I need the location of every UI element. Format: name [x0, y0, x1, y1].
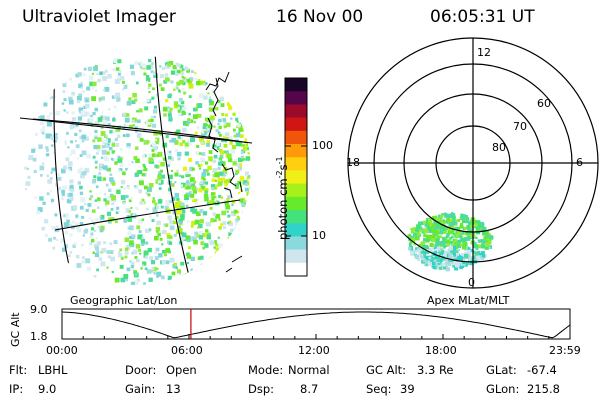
glon-label: GLon: — [486, 382, 520, 396]
dsp-label: Dsp: — [248, 382, 275, 396]
mlt-label-6: 6 — [576, 156, 583, 169]
glon-value: 215.8 — [527, 382, 560, 396]
timeline-tick-2359: 23:59 — [549, 344, 581, 357]
colorbar-unit-label: photon cm-2s-1 — [275, 156, 290, 240]
timeline-tick-0000: 00:00 — [46, 344, 78, 357]
door-value: Open — [166, 363, 197, 377]
timeline-ymax: 9.0 — [30, 303, 48, 316]
mode-label: Mode: — [248, 363, 284, 377]
apex-coord-title: Apex MLat/MLT — [427, 294, 510, 307]
timeline-tick-0600: 06:00 — [171, 344, 203, 357]
gc-alt-label: GC Alt: — [366, 363, 407, 377]
colorbar-tick-10: 10 — [312, 229, 326, 242]
timeline-tick-1200: 12:00 — [298, 344, 330, 357]
lat-label-80: 80 — [492, 141, 506, 154]
timeline-plot — [61, 308, 571, 340]
orbit-altitude-curve — [61, 311, 571, 339]
auroral-oval — [407, 212, 494, 272]
lat-label-70: 70 — [513, 120, 527, 133]
seq-value: 39 — [400, 382, 415, 396]
dsp-value: 8.7 — [300, 382, 319, 396]
geo-grid-lines — [21, 55, 251, 281]
gc-alt-value: 3.3 Re — [417, 363, 454, 377]
ip-label: IP: — [9, 382, 24, 396]
earth-image — [19, 55, 253, 285]
filter-value: LBHL — [38, 363, 68, 377]
mlt-label-0: 0 — [468, 276, 475, 289]
colorbar-tick-100: 100 — [312, 139, 333, 152]
coastline-outline — [205, 71, 243, 273]
instrument-title: Ultraviolet Imager — [22, 7, 176, 27]
timeline-ymin: 1.8 — [30, 330, 48, 343]
ip-value: 9.0 — [38, 382, 57, 396]
time-label: 06:05:31 UT — [430, 7, 535, 27]
glat-value: -67.4 — [527, 363, 557, 377]
seq-label: Seq: — [366, 382, 392, 396]
timeline-ylabel: GC Alt — [9, 312, 22, 347]
timeline-tick-1800: 18:00 — [425, 344, 457, 357]
mode-value: Normal — [288, 363, 330, 377]
colorbar — [284, 77, 308, 277]
gain-value: 13 — [166, 382, 181, 396]
geo-coord-title: Geographic Lat/Lon — [70, 294, 178, 307]
polar-plot — [347, 37, 599, 289]
lat-label-60: 60 — [537, 97, 551, 110]
glat-label: GLat: — [486, 363, 517, 377]
mlt-label-12: 12 — [477, 46, 491, 59]
date-label: 16 Nov 00 — [276, 7, 364, 27]
filter-label: Flt: — [9, 363, 28, 377]
door-label: Door: — [125, 363, 157, 377]
mlt-label-18: 18 — [346, 156, 360, 169]
gain-label: Gain: — [125, 382, 156, 396]
